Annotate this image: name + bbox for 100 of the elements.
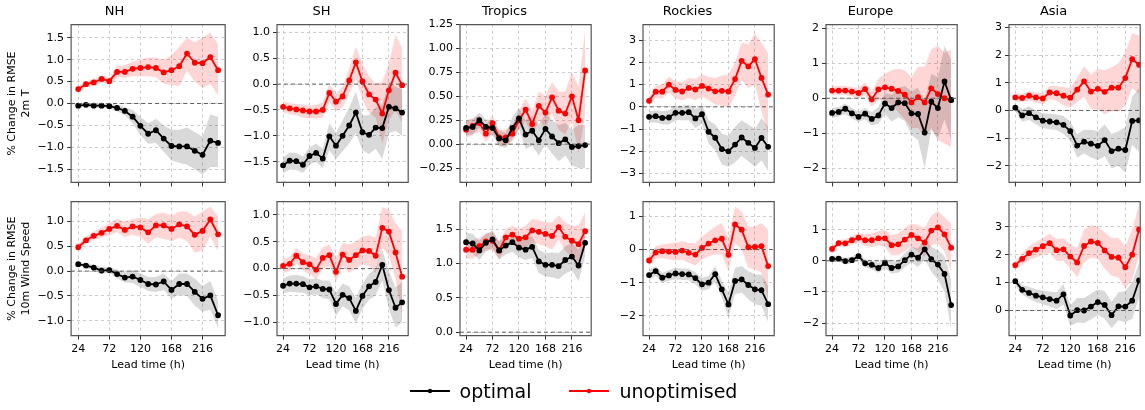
y-tick-label: 0.5 xyxy=(435,290,453,304)
y-tick-label: 0 xyxy=(812,91,819,105)
y-tick-label: −1 xyxy=(802,126,819,140)
y-tick-label: −3 xyxy=(619,166,636,180)
y-tick-label: 1 xyxy=(995,75,1002,89)
x-tick-label: 72 xyxy=(851,342,866,356)
y-tick-label: 1.0 xyxy=(46,52,65,66)
legend-label: unoptimised xyxy=(619,380,738,402)
y-tick-label: −0.5 xyxy=(37,118,65,132)
chart-title: Europe xyxy=(847,3,894,19)
x-tick-label: 120 xyxy=(508,342,530,356)
x-tick-label: 168 xyxy=(717,342,739,356)
y-tick-label: 0.0 xyxy=(252,261,270,275)
y-tick-label: 1 xyxy=(812,56,819,70)
y-tick-label: 0.0 xyxy=(252,76,270,90)
x-tick-label: 168 xyxy=(1087,342,1109,356)
y-tick-label: 1 xyxy=(995,275,1002,289)
x-tick-label: 216 xyxy=(561,342,583,356)
y-tick-label: 0.25 xyxy=(428,113,453,127)
y-tick-label: 1.5 xyxy=(435,221,453,235)
y-tick-label: −0.25 xyxy=(419,160,453,174)
x-tick-label: 216 xyxy=(927,342,949,356)
x-tick-label: 168 xyxy=(534,342,556,356)
y-tick-label: −1 xyxy=(802,284,819,298)
y-tick-label: 1 xyxy=(629,77,636,91)
y-tick-label: 1.25 xyxy=(428,17,453,31)
y-tick-label: −2 xyxy=(802,315,819,329)
y-tick-label: 1.5 xyxy=(46,30,65,44)
x-axis-title: Lead time (h) xyxy=(671,358,746,372)
y-tick-label: 1.0 xyxy=(46,214,65,228)
y-tick-label: 0 xyxy=(812,253,819,267)
y-tick-label: −2 xyxy=(619,308,636,322)
y-tick-label: 1 xyxy=(629,209,636,223)
x-tick-label: 24 xyxy=(459,342,474,356)
y-tick-label: −2 xyxy=(619,144,636,158)
y-tick-label: 0 xyxy=(629,99,636,113)
x-tick-label: 216 xyxy=(1114,342,1136,356)
chart-title: Rockies xyxy=(662,3,713,19)
y-tick-label: −1.0 xyxy=(243,315,270,329)
y-tick-label: 0 xyxy=(995,303,1002,317)
x-tick-label: 120 xyxy=(1059,342,1081,356)
y-tick-label: 0.5 xyxy=(252,51,270,65)
y-tick-label: −2 xyxy=(802,161,819,175)
y-tick-label: −1.0 xyxy=(37,140,65,154)
y-tick-label: 1.0 xyxy=(252,25,270,39)
x-tick-label: 120 xyxy=(691,342,713,356)
y-tick-label: −2 xyxy=(985,158,1002,172)
x-tick-label: 168 xyxy=(900,342,922,356)
x-tick-label: 120 xyxy=(325,342,347,356)
x-axis-title: Lead time (h) xyxy=(305,358,380,372)
y-tick-label: 0 xyxy=(995,103,1002,117)
x-tick-label: 72 xyxy=(1035,342,1050,356)
x-tick-label: 72 xyxy=(668,342,683,356)
y-tick-label: −1.5 xyxy=(37,162,65,176)
y-tick-label: 0 xyxy=(629,242,636,256)
y-tick-label: 3 xyxy=(629,33,636,47)
x-tick-label: 24 xyxy=(825,342,840,356)
x-tick-label: 24 xyxy=(1008,342,1023,356)
legend-label: optimal xyxy=(459,380,532,402)
y-tick-label: 1.0 xyxy=(435,256,453,270)
y-tick-label: 0.0 xyxy=(46,96,65,110)
y-tick-label: 0.5 xyxy=(46,239,65,253)
y-tick-label: −1.5 xyxy=(243,154,270,168)
y-tick-label: −1 xyxy=(619,275,636,289)
x-tick-label: 72 xyxy=(485,342,500,356)
x-tick-label: 24 xyxy=(276,342,291,356)
y-tick-label: 0.5 xyxy=(252,234,270,248)
y-tick-label: 2 xyxy=(812,20,819,34)
y-tick-label: 3 xyxy=(995,219,1002,233)
x-tick-label: 216 xyxy=(744,342,766,356)
x-tick-label: 72 xyxy=(102,342,117,356)
x-tick-label: 72 xyxy=(302,342,317,356)
x-tick-label: 168 xyxy=(160,342,182,356)
y-tick-label: 1 xyxy=(812,222,819,236)
y-tick-label: −1.0 xyxy=(37,313,65,327)
y-tick-label: 0.0 xyxy=(46,263,65,277)
chart-title: Tropics xyxy=(481,3,528,19)
x-tick-label: 216 xyxy=(192,342,214,356)
y-axis-title: % Change in RMSE 10m Wind Speed xyxy=(5,216,32,321)
x-axis-title: Lead time (h) xyxy=(111,358,186,372)
y-tick-label: 0.5 xyxy=(46,74,65,88)
y-tick-label: −1.0 xyxy=(243,128,270,142)
y-tick-label: 0.00 xyxy=(428,137,453,150)
y-tick-label: 2 xyxy=(995,247,1002,261)
y-tick-label: −0.5 xyxy=(37,288,65,302)
x-tick-label: 120 xyxy=(874,342,896,356)
x-axis-title: Lead time (h) xyxy=(488,358,563,372)
y-tick-label: −0.5 xyxy=(243,288,270,302)
y-tick-label: 0.0 xyxy=(435,325,453,339)
y-tick-label: −0.5 xyxy=(243,102,270,116)
y-tick-label: 1.00 xyxy=(428,41,453,55)
y-tick-label: 0.50 xyxy=(428,89,453,103)
x-tick-label: 216 xyxy=(378,342,400,356)
y-tick-label: −1 xyxy=(619,121,636,135)
x-tick-label: 24 xyxy=(642,342,657,356)
y-tick-label: 3 xyxy=(995,20,1002,34)
x-tick-label: 168 xyxy=(351,342,373,356)
y-tick-label: 2 xyxy=(629,55,636,69)
x-tick-label: 120 xyxy=(129,342,151,356)
chart-title: SH xyxy=(312,3,331,19)
